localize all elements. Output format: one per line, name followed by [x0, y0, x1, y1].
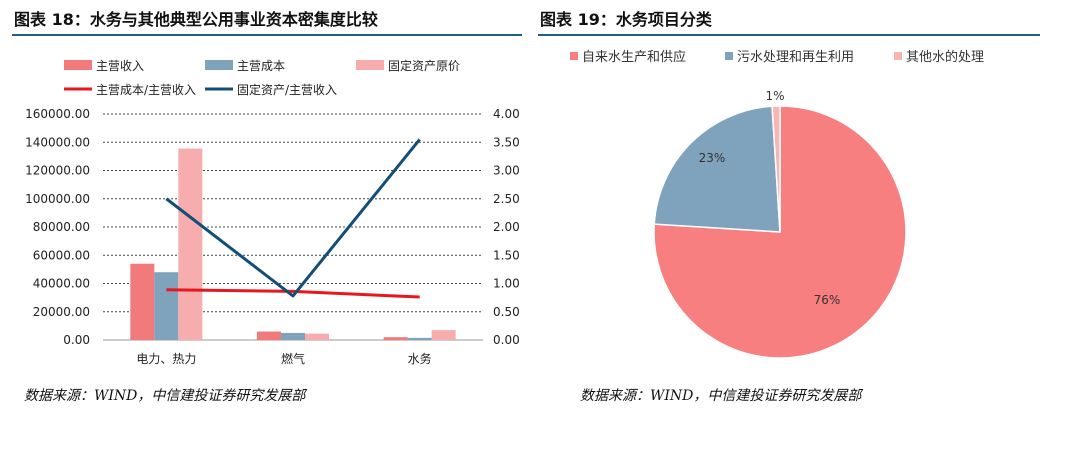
- y-tick-label: 0.00: [63, 333, 90, 347]
- legend-label: 主营成本: [237, 59, 285, 73]
- bar: [305, 333, 329, 340]
- legend-label: 固定资产/主营收入: [237, 82, 337, 97]
- y-tick-label: 100000.00: [25, 192, 90, 206]
- left-title-rule: [12, 34, 522, 36]
- x-tick-label: 燃气: [281, 351, 305, 366]
- legend-label: 自来水生产和供应: [582, 49, 686, 65]
- legend-label: 其他水的处理: [906, 49, 984, 65]
- bar-line-combo-chart: 0.00 20000.00 40000.00 60000.00 80000.00 1000…: [25, 58, 520, 366]
- pie-chart: 76% 23% 1% 自来水生产和供应 污水处理和再生利用 其他水的处理: [570, 49, 984, 359]
- bar: [383, 337, 408, 340]
- legend-swatch: [205, 60, 233, 70]
- legend-swatch: [570, 52, 578, 60]
- right-figure-title: 图表 19：水务项目分类: [540, 10, 712, 29]
- legend-swatch: [64, 60, 92, 70]
- bar: [281, 332, 305, 340]
- right-source-note: 数据来源：WIND，中信建投证券研究发展部: [580, 388, 862, 404]
- y2-tick-label: 0.50: [493, 305, 520, 319]
- y2-tick-label: 4.00: [493, 107, 520, 121]
- y-tick-label: 160000.00: [25, 107, 90, 121]
- y2-tick-label: 1.00: [493, 277, 520, 291]
- y-tick-label: 20000.00: [33, 305, 90, 319]
- y-tick-label: 40000.00: [33, 277, 90, 291]
- pie-slice: [771, 105, 781, 233]
- y2-tick-label: 2.00: [493, 220, 520, 234]
- y2-tick-label: 0.00: [493, 333, 520, 347]
- right-title-rule: [538, 34, 1040, 36]
- pie-data-label: 76%: [814, 293, 841, 307]
- series-line: [165, 138, 421, 298]
- y-tick-label: 60000.00: [33, 248, 90, 262]
- bar: [257, 331, 281, 340]
- pie-data-label: 23%: [699, 151, 726, 165]
- series-line: [166, 288, 420, 299]
- bar: [407, 337, 432, 340]
- legend-swatch: [894, 52, 902, 60]
- legend-label: 污水处理和再生利用: [737, 50, 854, 65]
- legend-label: 主营收入: [96, 59, 144, 73]
- bar: [154, 272, 179, 340]
- y2-tick-label: 2.50: [493, 192, 520, 206]
- legend-swatch: [356, 60, 384, 70]
- legend-label: 主营成本/主营收入: [96, 83, 196, 97]
- y-tick-label: 140000.00: [25, 135, 90, 149]
- bar: [178, 148, 203, 340]
- bar: [431, 330, 456, 340]
- legend-label: 固定资产原价: [388, 58, 460, 73]
- x-tick-label: 电力、热力: [136, 352, 196, 366]
- y-tick-label: 120000.00: [25, 164, 90, 178]
- pie-slice: [653, 105, 781, 233]
- y2-tick-label: 3.00: [493, 164, 520, 178]
- pie-data-label: 1%: [765, 89, 784, 103]
- y-tick-label: 80000.00: [33, 220, 90, 234]
- pie-slice: [653, 105, 907, 359]
- y2-tick-label: 3.50: [493, 135, 520, 149]
- legend-swatch: [725, 52, 733, 60]
- left-figure-title: 图表 18：水务与其他典型公用事业资本密集度比较: [14, 10, 378, 29]
- bar: [130, 263, 155, 340]
- left-source-note: 数据来源：WIND，中信建投证券研究发展部: [24, 388, 306, 404]
- x-tick-label: 水务: [408, 351, 432, 366]
- y2-tick-label: 1.50: [493, 248, 520, 262]
